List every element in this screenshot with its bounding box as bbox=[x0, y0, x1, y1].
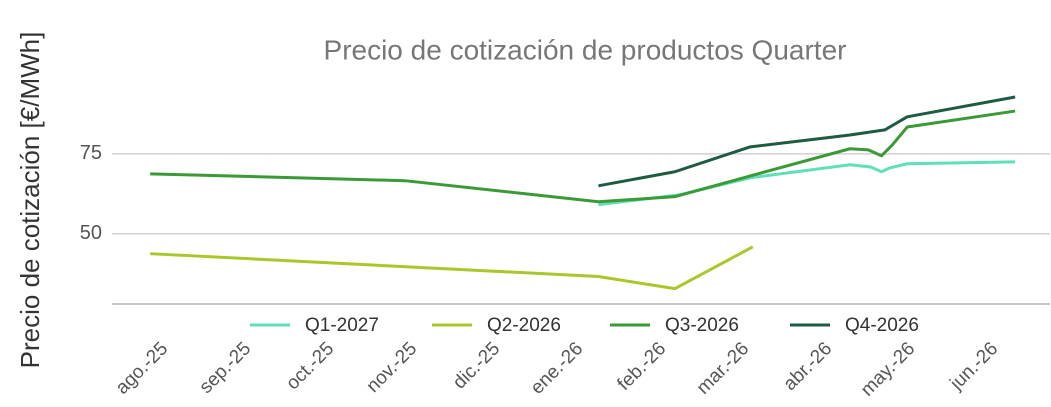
y-tick-label: 50 bbox=[80, 222, 102, 244]
x-tick-label: sep.-25 bbox=[196, 338, 256, 398]
chart-title: Precio de cotización de productos Quarte… bbox=[324, 34, 847, 65]
series-line bbox=[150, 245, 754, 291]
legend-label: Q3-2026 bbox=[665, 315, 739, 336]
x-tick-label: abr.-26 bbox=[780, 338, 837, 395]
x-tick-label: feb.-26 bbox=[614, 338, 671, 395]
x-tick-label: may.-26 bbox=[857, 338, 919, 400]
series-line bbox=[598, 95, 1016, 188]
legend-label: Q4-2026 bbox=[845, 315, 919, 336]
x-tick-label: oct.-25 bbox=[282, 338, 338, 394]
series-line bbox=[150, 109, 1016, 204]
y-tick-label: 75 bbox=[80, 142, 102, 164]
y-axis-label: Precio de cotización [€/MWh] bbox=[15, 32, 45, 369]
legend-label: Q1-2027 bbox=[305, 315, 379, 336]
legend-label: Q2-2026 bbox=[487, 315, 561, 336]
x-tick-label: dic.-25 bbox=[449, 338, 504, 393]
x-tick-label: jun.-26 bbox=[946, 338, 1003, 395]
x-tick-label: nov.-25 bbox=[363, 338, 422, 397]
x-tick-label: mar.-26 bbox=[693, 338, 753, 398]
x-tick-label: ago.-25 bbox=[112, 338, 172, 398]
x-tick-label: ene.-26 bbox=[527, 338, 587, 398]
